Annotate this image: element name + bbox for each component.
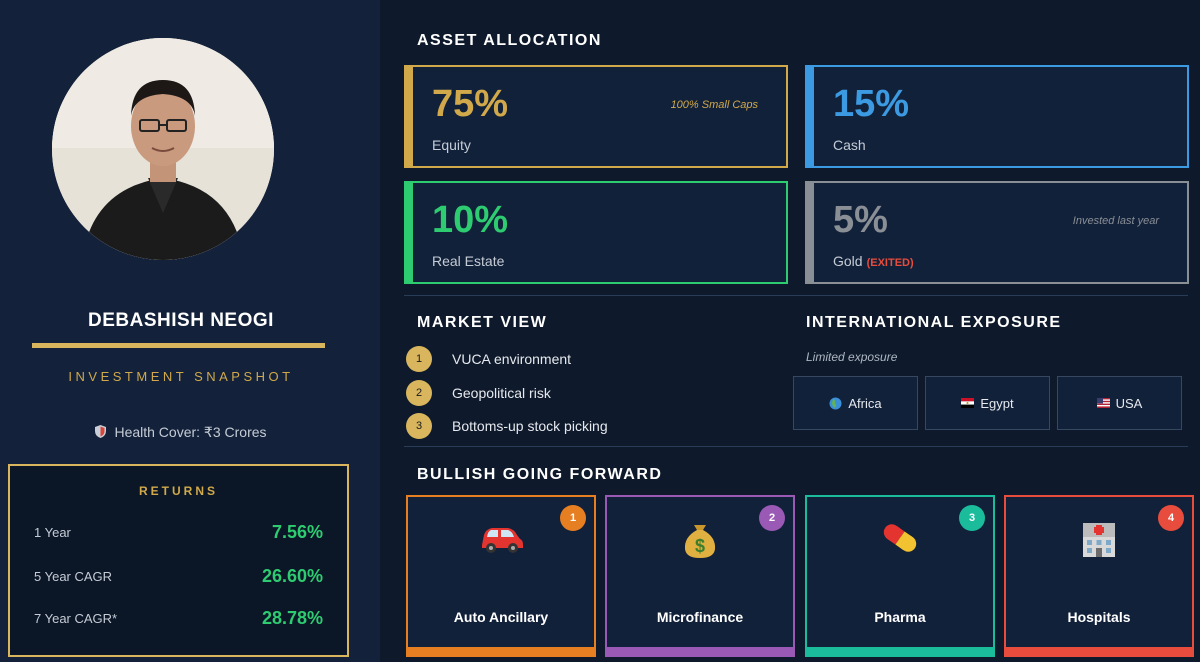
money-bag-icon: $: [607, 517, 793, 558]
name-underline: [32, 343, 325, 348]
return-label: 1 Year: [34, 524, 71, 540]
return-row: 7 Year CAGR* 28.78%: [34, 604, 323, 632]
international-subtitle: Limited exposure: [806, 350, 898, 364]
asset-allocation-title: ASSET ALLOCATION: [417, 32, 602, 49]
market-view-text: Geopolitical risk: [452, 385, 551, 401]
bullish-name: Microfinance: [656, 609, 744, 625]
allocation-card-gold: 5% Gold (EXITED) Invested last year: [805, 181, 1189, 284]
market-view-number: 1: [406, 346, 432, 372]
return-row: 1 Year 7.56%: [34, 518, 323, 546]
hospital-icon: [1006, 517, 1192, 557]
profile-panel: DEBASHISH NEOGI INVESTMENT SNAPSHOT Heal…: [0, 0, 380, 662]
pill-icon: [807, 517, 993, 557]
returns-title: RETURNS: [138, 484, 218, 498]
return-value: 7.56%: [271, 521, 323, 542]
svg-text:$: $: [695, 536, 705, 556]
market-view-text: Bottoms-up stock picking: [452, 418, 608, 434]
return-value: 26.60%: [261, 565, 323, 586]
returns-box: RETURNS 1 Year 7.56% 5 Year CAGR 26.60% …: [8, 464, 349, 657]
allocation-stripe: [807, 67, 814, 166]
exited-badge: (EXITED): [866, 257, 914, 269]
person-name: DEBASHISH NEOGI: [88, 310, 274, 331]
allocation-label: Real Estate: [432, 253, 505, 269]
allocation-percent: 15%: [833, 83, 910, 125]
allocation-label: Equity: [432, 137, 471, 153]
bullish-name: Hospitals: [1067, 609, 1131, 625]
international-title: INTERNATIONAL EXPOSURE: [806, 314, 1062, 331]
health-cover-text: Health Cover: ₹3 Crores: [114, 424, 267, 440]
egypt-flag-icon: [961, 398, 975, 408]
bullish-card-hospitals: 4 Hospitals: [1004, 495, 1194, 657]
allocation-card-real-estate: 10% Real Estate: [404, 181, 788, 284]
section-divider: [404, 295, 1188, 296]
bullish-bottom-bar: [605, 647, 795, 657]
allocation-stripe: [406, 183, 413, 282]
bullish-card-microfinance: 2 $ Microfinance: [605, 495, 795, 657]
market-view-title: MARKET VIEW: [417, 314, 548, 331]
allocation-label: Cash: [833, 137, 866, 153]
bullish-card-pharma: 3 Pharma: [805, 495, 995, 657]
avatar: [52, 38, 274, 260]
allocation-stripe: [406, 67, 413, 166]
country-name: Egypt: [980, 395, 1014, 411]
allocation-card-equity: 75% Equity 100% Small Caps: [404, 65, 788, 168]
allocation-note: 100% Small Caps: [670, 99, 758, 111]
shield-icon: [95, 425, 107, 438]
allocation-label-text: Gold: [833, 253, 863, 269]
return-label: 5 Year CAGR: [34, 568, 113, 584]
snapshot-subtitle: INVESTMENT SNAPSHOT: [68, 369, 294, 384]
allocation-note: Invested last year: [1072, 215, 1159, 227]
bullish-name: Auto Ancillary: [453, 609, 549, 625]
allocation-percent: 10%: [432, 199, 509, 241]
avatar-photo: [52, 38, 274, 260]
bullish-name: Pharma: [874, 609, 926, 625]
allocation-stripe: [807, 183, 814, 282]
bullish-badge: 4: [1158, 505, 1184, 531]
market-view-number: 3: [406, 413, 432, 439]
health-cover: Health Cover: ₹3 Crores: [0, 424, 362, 441]
bullish-bottom-bar: [805, 647, 995, 657]
country-name: Africa: [848, 395, 882, 411]
country-name: USA: [1115, 395, 1143, 411]
market-view-item: 1 VUCA environment: [406, 346, 571, 372]
country-egypt: Egypt: [925, 376, 1050, 430]
country-usa: USA: [1057, 376, 1182, 430]
market-view-item: 2 Geopolitical risk: [406, 380, 551, 406]
bullish-bottom-bar: [406, 647, 596, 657]
bullish-badge: 2: [759, 505, 785, 531]
return-row: 5 Year CAGR 26.60%: [34, 562, 323, 590]
bullish-bottom-bar: [1004, 647, 1194, 657]
return-label: 7 Year CAGR*: [34, 610, 118, 626]
country-africa: Africa: [793, 376, 918, 430]
bullish-card-auto-ancillary: 1 Auto Ancillary: [406, 495, 596, 657]
car-icon: [408, 517, 594, 557]
market-view-item: 3 Bottoms-up stock picking: [406, 413, 608, 439]
bullish-title: BULLISH GOING FORWARD: [417, 466, 663, 483]
allocation-percent: 5%: [833, 199, 888, 241]
usa-flag-icon: [1096, 398, 1110, 408]
globe-icon: [829, 397, 842, 409]
allocation-label: Gold (EXITED): [833, 253, 914, 269]
market-view-text: VUCA environment: [452, 351, 572, 367]
allocation-percent: 75%: [432, 83, 509, 125]
market-view-number: 2: [406, 380, 432, 406]
section-divider: [404, 446, 1188, 447]
bullish-badge: 3: [959, 505, 985, 531]
bullish-badge: 1: [560, 505, 586, 531]
return-value: 28.78%: [261, 607, 323, 628]
allocation-card-cash: 15% Cash: [805, 65, 1189, 168]
